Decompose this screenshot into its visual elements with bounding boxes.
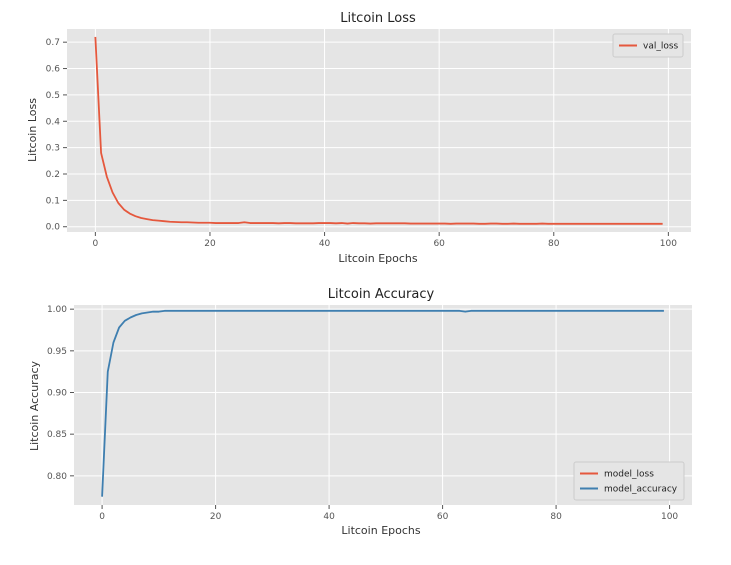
accuracy-chart-xlabel: Litcoin Epochs xyxy=(341,524,420,537)
accuracy-y-tick-label: 0.90 xyxy=(47,389,67,399)
series-line-val-loss xyxy=(94,36,663,225)
legend-label-val-loss: val_loss xyxy=(643,42,679,52)
accuracy-x-tick-label: 60 xyxy=(437,512,449,522)
loss-y-tick-label: 0.5 xyxy=(46,91,60,101)
loss-x-tick-label: 40 xyxy=(319,239,331,249)
loss-legend xyxy=(612,33,684,58)
accuracy-chart-title: Litcoin Accuracy xyxy=(328,287,435,302)
loss-y-tick-label: 0.7 xyxy=(46,38,60,48)
loss-x-tick-label: 20 xyxy=(204,239,216,249)
loss-x-tick-label: 60 xyxy=(433,239,445,249)
accuracy-x-tick-label: 40 xyxy=(323,512,335,522)
loss-y-tick-label: 0.3 xyxy=(46,144,60,154)
loss-x-tick-label: 0 xyxy=(92,239,98,249)
loss-y-tick-label: 0.2 xyxy=(46,170,60,180)
loss-chart-title: Litcoin Loss xyxy=(340,11,416,26)
series-line-model-accuracy xyxy=(101,309,664,497)
loss-chart-ylabel: Litcoin Loss xyxy=(26,98,39,162)
loss-y-tick-label: 0.0 xyxy=(46,223,61,233)
loss-x-tick-label: 100 xyxy=(660,239,677,249)
accuracy-x-tick-label: 80 xyxy=(550,512,562,522)
accuracy-y-tick-label: 0.80 xyxy=(47,472,67,482)
loss-y-tick-label: 0.6 xyxy=(46,65,61,75)
loss-chart-xlabel: Litcoin Epochs xyxy=(338,252,417,265)
accuracy-x-tick-label: 100 xyxy=(661,512,678,522)
accuracy-y-tick-label: 0.85 xyxy=(47,430,67,440)
accuracy-y-tick-label: 1.00 xyxy=(47,305,67,315)
loss-plot-area xyxy=(67,29,691,232)
legend-label-model-accuracy: model_accuracy xyxy=(604,485,678,495)
accuracy-chart: Litcoin Accuracy Litcoin Epochs Litcoin … xyxy=(28,287,692,537)
loss-x-tick-label: 80 xyxy=(548,239,560,249)
legend-label-model-loss: model_loss xyxy=(604,470,654,480)
accuracy-legend xyxy=(573,461,685,501)
loss-y-tick-label: 0.4 xyxy=(46,117,61,127)
loss-chart: Litcoin Loss Litcoin Epochs Litcoin Loss… xyxy=(26,11,691,265)
accuracy-chart-ylabel: Litcoin Accuracy xyxy=(28,361,41,452)
accuracy-x-tick-label: 0 xyxy=(99,512,105,522)
accuracy-x-tick-label: 20 xyxy=(210,512,222,522)
loss-y-tick-label: 0.1 xyxy=(46,196,60,206)
accuracy-y-tick-label: 0.95 xyxy=(47,347,67,357)
